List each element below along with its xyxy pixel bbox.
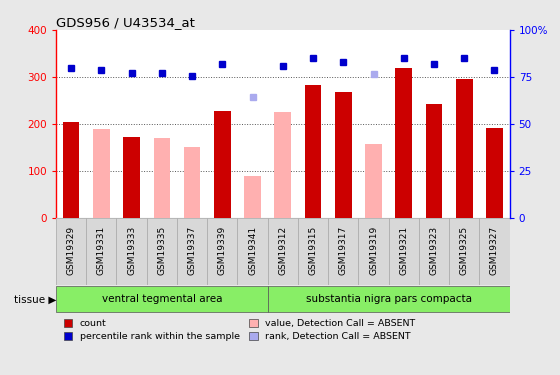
Bar	[147, 218, 177, 285]
Bar	[365, 144, 382, 218]
Bar	[358, 218, 389, 285]
Text: ventral tegmental area: ventral tegmental area	[101, 294, 222, 304]
Bar	[395, 68, 412, 218]
Bar	[419, 218, 449, 285]
Text: GSM19337: GSM19337	[188, 226, 197, 275]
Bar	[86, 218, 116, 285]
FancyBboxPatch shape	[268, 286, 510, 312]
Bar	[153, 138, 170, 218]
Bar	[298, 218, 328, 285]
Bar	[244, 177, 261, 218]
Text: GSM19315: GSM19315	[309, 226, 318, 275]
Bar	[214, 111, 231, 218]
Text: GSM19317: GSM19317	[339, 226, 348, 275]
Text: GSM19333: GSM19333	[127, 226, 136, 275]
Bar	[237, 218, 268, 285]
Text: GSM19327: GSM19327	[490, 226, 499, 275]
Text: substantia nigra pars compacta: substantia nigra pars compacta	[306, 294, 472, 304]
Text: GSM19341: GSM19341	[248, 226, 257, 275]
Text: GSM19312: GSM19312	[278, 226, 287, 275]
Text: GSM19335: GSM19335	[157, 226, 166, 275]
Text: tissue ▶: tissue ▶	[13, 294, 56, 304]
Bar	[328, 218, 358, 285]
Text: GSM19325: GSM19325	[460, 226, 469, 275]
Bar	[335, 92, 352, 218]
Text: GSM19331: GSM19331	[97, 226, 106, 275]
Text: GSM19319: GSM19319	[369, 226, 378, 275]
Text: GDS956 / U43534_at: GDS956 / U43534_at	[56, 16, 195, 29]
Bar	[274, 112, 291, 218]
Legend: count, percentile rank within the sample, value, Detection Call = ABSENT, rank, : count, percentile rank within the sample…	[60, 316, 418, 344]
Bar	[56, 218, 86, 285]
Bar	[63, 123, 80, 218]
Bar	[456, 79, 473, 218]
Text: GSM19329: GSM19329	[67, 226, 76, 275]
Bar	[177, 218, 207, 285]
Bar	[268, 218, 298, 285]
Bar	[305, 85, 321, 218]
Bar	[207, 218, 237, 285]
Text: GSM19323: GSM19323	[430, 226, 438, 275]
Text: GSM19321: GSM19321	[399, 226, 408, 275]
Bar	[93, 129, 110, 218]
Bar	[184, 147, 200, 218]
Bar	[426, 104, 442, 218]
Bar	[479, 218, 510, 285]
Bar	[123, 136, 140, 218]
Bar	[449, 218, 479, 285]
Bar	[389, 218, 419, 285]
Bar	[486, 128, 503, 218]
FancyBboxPatch shape	[56, 286, 268, 312]
Text: GSM19339: GSM19339	[218, 226, 227, 275]
Bar	[116, 218, 147, 285]
